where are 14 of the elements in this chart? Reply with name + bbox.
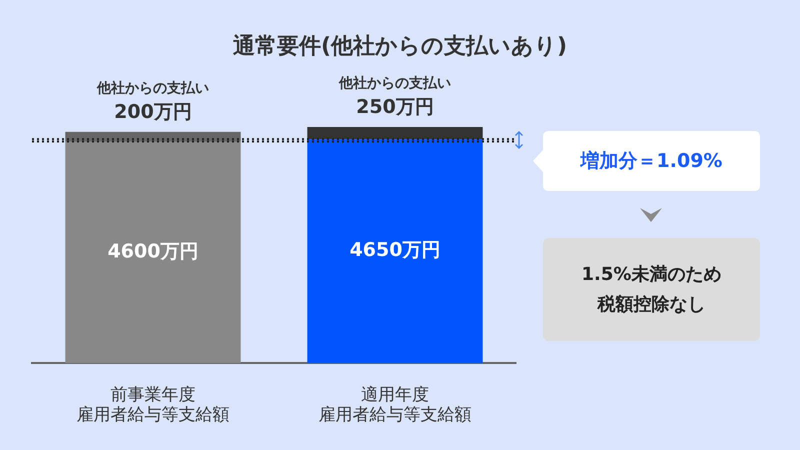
x-tick-label: 適用年度雇用者給与等支給額: [318, 384, 472, 426]
bar: [307, 127, 483, 140]
data-label: 4600万円: [108, 240, 198, 262]
data-label: 200万円: [114, 100, 192, 123]
x-tick-label: 前事業年度雇用者給与等支給額: [76, 384, 230, 426]
text: 増加分＝1.09%: [580, 149, 722, 174]
bar: [65, 141, 241, 364]
text: 他社からの支払い: [96, 80, 209, 96]
chart-title: 通常要件(他社からの支払いあり): [232, 33, 568, 61]
bar: [307, 139, 483, 364]
data-label: 4650万円: [350, 239, 440, 262]
data-label: 250万円: [356, 96, 434, 118]
note-box: 1.5%未満のため税額控除なし: [543, 238, 760, 341]
text: 他社からの支払い: [339, 76, 451, 92]
